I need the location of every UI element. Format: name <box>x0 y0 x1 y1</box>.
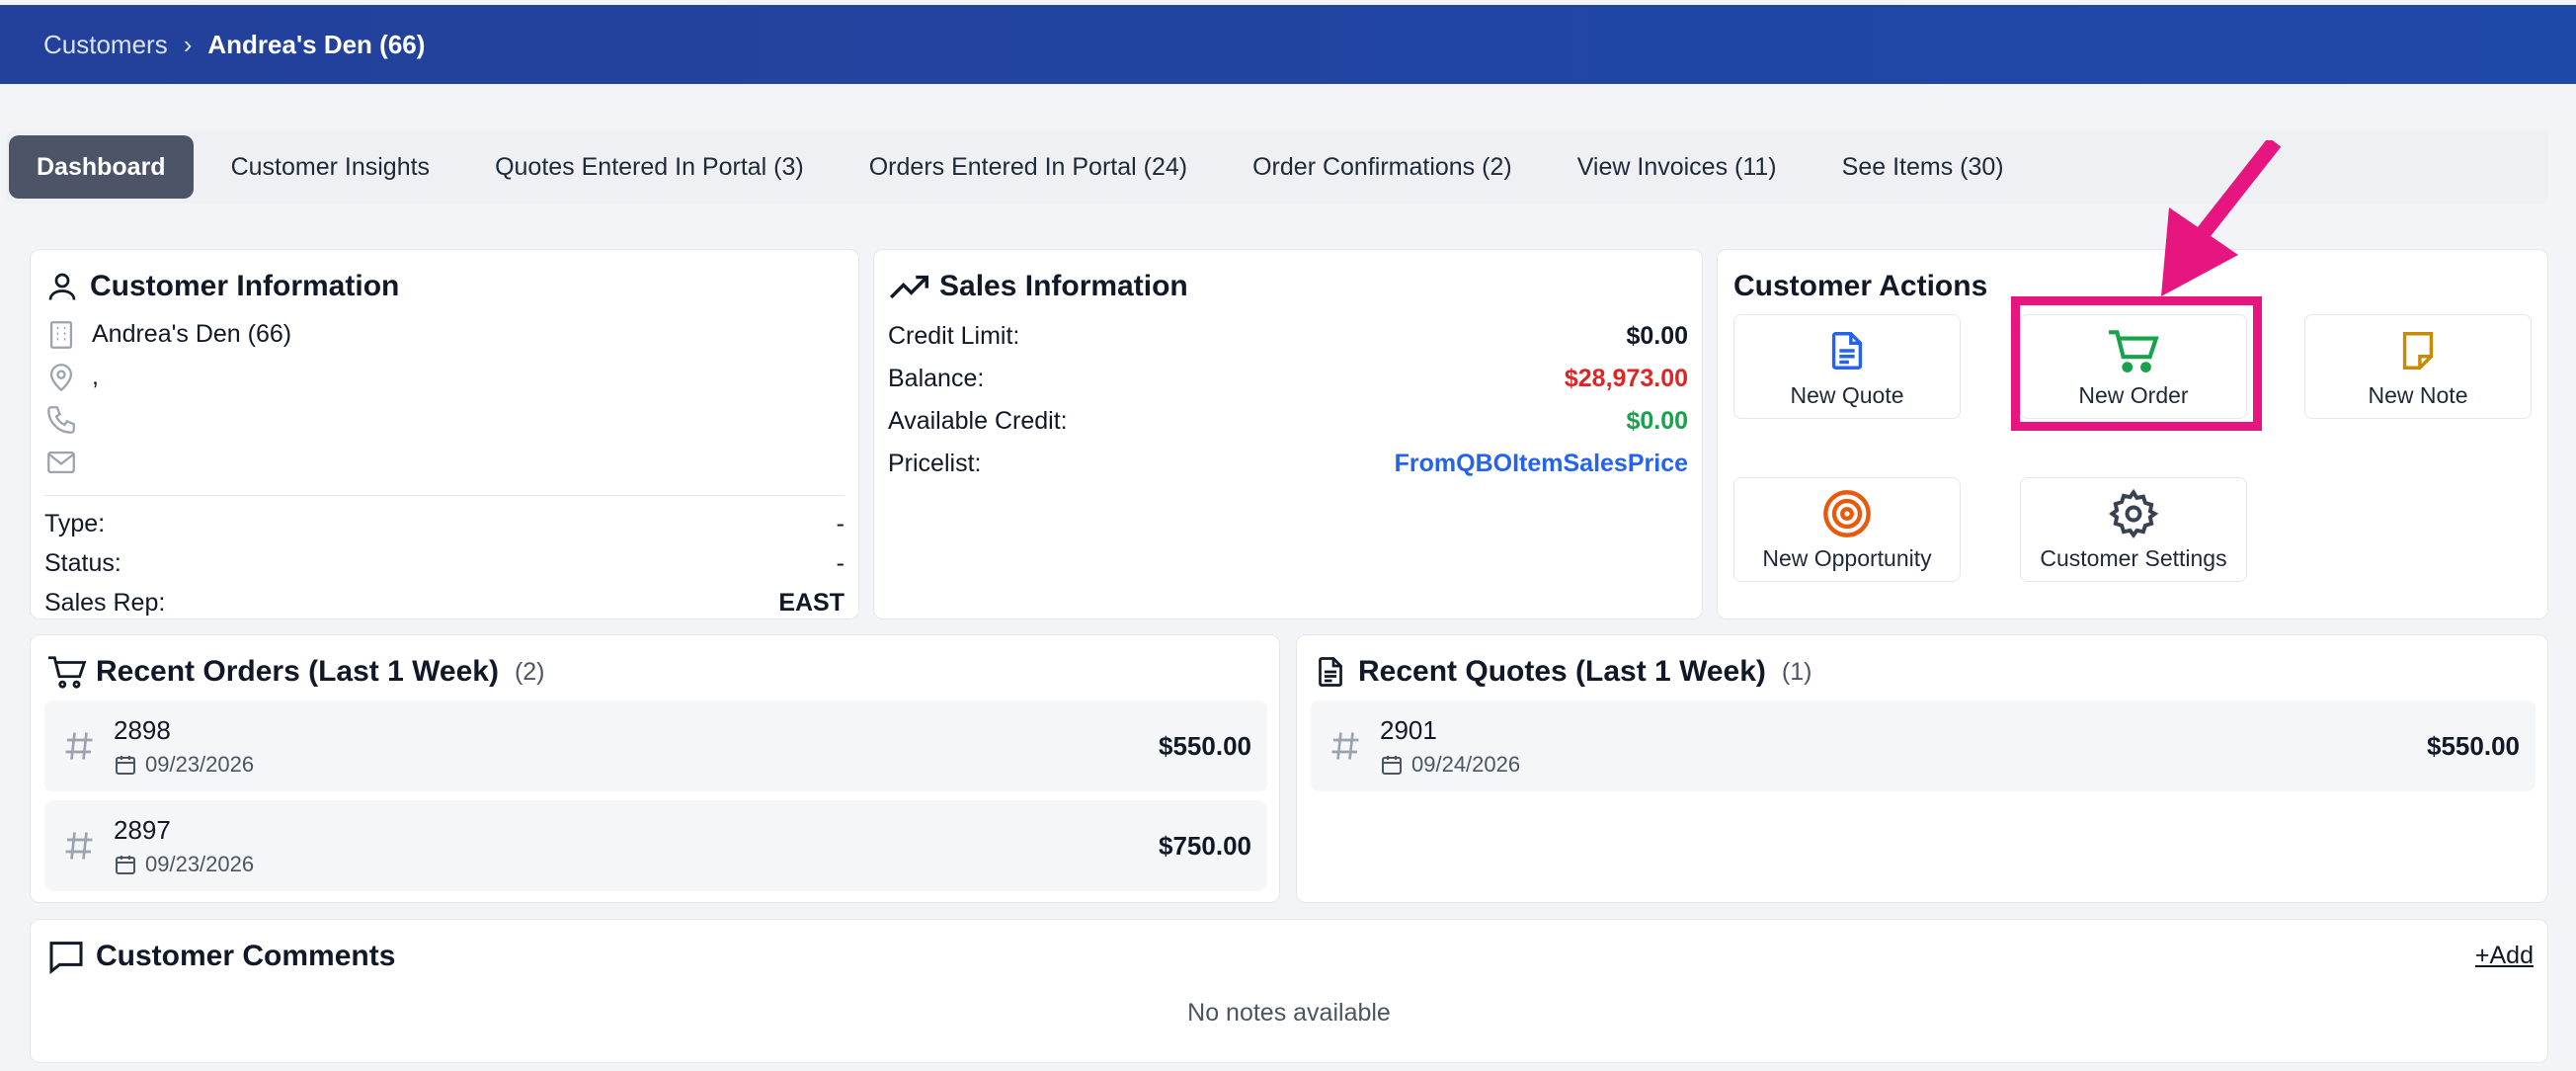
new-order-button[interactable]: New Order <box>2020 314 2247 419</box>
calendar-icon <box>1382 755 1402 775</box>
target-icon <box>1823 489 1871 537</box>
recent-orders-panel: Recent Orders (Last 1 Week) (2) 2898 09/… <box>30 634 1280 903</box>
order-date: 09/23/2026 <box>145 751 255 777</box>
recent-quotes-title: Recent Quotes (Last 1 Week) <box>1358 655 1766 688</box>
customer-settings-button[interactable]: Customer Settings <box>2020 477 2247 582</box>
credit-limit-field: Credit Limit: $0.00 <box>888 315 1688 358</box>
note-icon <box>2402 331 2434 370</box>
breadcrumb: Customers › Andrea's Den (66) <box>0 5 2576 84</box>
balance-value: $28,973.00 <box>1564 365 1688 392</box>
balance-label: Balance: <box>888 365 985 392</box>
new-quote-label: New Quote <box>1790 381 1904 408</box>
customer-actions-title: Customer Actions <box>1733 270 1988 302</box>
order-amount: $550.00 <box>1159 730 1251 761</box>
status-value: - <box>836 548 845 577</box>
cart-icon <box>48 656 87 689</box>
customer-address: , <box>92 363 99 390</box>
gear-icon <box>2109 488 2159 538</box>
tab-bar: Dashboard Customer Insights Quotes Enter… <box>6 130 2548 204</box>
order-date: 09/23/2026 <box>145 851 255 876</box>
calendar-icon <box>116 755 135 775</box>
quote-number: 2901 <box>1380 714 1437 745</box>
new-note-label: New Note <box>2368 381 2468 408</box>
map-pin-icon <box>49 363 73 391</box>
quote-date: 09/24/2026 <box>1411 751 1521 777</box>
recent-quotes-panel: Recent Quotes (Last 1 Week) (1) 2901 09/… <box>1296 634 2548 903</box>
customer-information-panel: Customer Information Andrea's Den (66) ,… <box>30 249 859 619</box>
order-row[interactable]: 2898 09/23/2026 $550.00 <box>44 700 1267 791</box>
credit-limit-label: Credit Limit: <box>888 322 1020 350</box>
order-number: 2898 <box>114 714 171 745</box>
new-order-label: New Order <box>2078 381 2189 408</box>
phone-icon <box>47 405 75 434</box>
new-opportunity-button[interactable]: New Opportunity <box>1733 477 1961 582</box>
sales-information-panel: Sales Information Credit Limit: $0.00 Ba… <box>873 249 1703 619</box>
recent-quotes-count: (1) <box>1781 657 1812 686</box>
user-icon <box>48 273 76 300</box>
tab-see-items[interactable]: See Items (30) <box>1841 152 2004 181</box>
add-comment-link[interactable]: +Add <box>2474 942 2534 969</box>
customer-comments-title: Customer Comments <box>96 940 396 972</box>
divider <box>44 495 845 496</box>
quote-row[interactable]: 2901 09/24/2026 $550.00 <box>1311 700 2536 791</box>
status-field: Status: - <box>44 543 845 583</box>
customer-actions-panel: Customer Actions New Quote New Order New… <box>1717 249 2548 619</box>
document-icon <box>1831 331 1863 370</box>
hash-icon <box>65 732 93 760</box>
arrow-annotation-icon <box>2161 140 2282 296</box>
cart-icon <box>2109 329 2159 372</box>
new-quote-button[interactable]: New Quote <box>1733 314 1961 419</box>
pricelist-field: Pricelist: FromQBOItemSalesPrice <box>888 443 1688 485</box>
tab-customer-insights[interactable]: Customer Insights <box>230 152 431 181</box>
customer-comments-panel: Customer Comments +Add No notes availabl… <box>30 919 2548 1063</box>
customer-settings-label: Customer Settings <box>2040 544 2227 571</box>
tab-dashboard[interactable]: Dashboard <box>9 135 194 199</box>
type-field: Type: - <box>44 504 845 543</box>
breadcrumb-current: Andrea's Den (66) <box>207 29 426 59</box>
available-credit-value: $0.00 <box>1626 407 1688 435</box>
new-note-button[interactable]: New Note <box>2304 314 2532 419</box>
order-row[interactable]: 2897 09/23/2026 $750.00 <box>44 800 1267 891</box>
trending-up-icon <box>889 275 929 299</box>
chat-bubble-icon <box>49 942 83 975</box>
breadcrumb-customers-link[interactable]: Customers <box>43 29 168 59</box>
credit-limit-value: $0.00 <box>1626 322 1688 350</box>
breadcrumb-separator: › <box>183 29 193 59</box>
available-credit-field: Available Credit: $0.00 <box>888 400 1688 443</box>
building-icon <box>49 320 73 349</box>
tab-orders-entered[interactable]: Orders Entered In Portal (24) <box>868 152 1188 181</box>
balance-field: Balance: $28,973.00 <box>888 358 1688 400</box>
available-credit-label: Available Credit: <box>888 407 1068 435</box>
hash-icon <box>65 832 93 860</box>
hash-icon <box>1331 732 1359 760</box>
order-number: 2897 <box>114 814 171 845</box>
calendar-icon <box>116 855 135 874</box>
mail-icon <box>47 451 75 473</box>
status-label: Status: <box>44 548 121 577</box>
sales-rep-field: Sales Rep: EAST <box>44 583 845 622</box>
new-opportunity-label: New Opportunity <box>1762 544 1932 571</box>
tab-quotes-entered[interactable]: Quotes Entered In Portal (3) <box>495 152 804 181</box>
pricelist-link[interactable]: FromQBOItemSalesPrice <box>1394 450 1688 477</box>
recent-orders-count: (2) <box>514 657 545 686</box>
recent-orders-title: Recent Orders (Last 1 Week) <box>96 655 499 688</box>
new-order-highlight-box <box>2011 296 2262 431</box>
sales-rep-value: EAST <box>778 588 845 617</box>
tab-view-invoices[interactable]: View Invoices (11) <box>1576 152 1777 181</box>
sales-information-title: Sales Information <box>939 270 1188 302</box>
tab-order-confirmations[interactable]: Order Confirmations (2) <box>1252 152 1512 181</box>
customer-information-title: Customer Information <box>90 270 400 302</box>
type-value: - <box>836 509 845 537</box>
sales-rep-label: Sales Rep: <box>44 588 166 617</box>
pricelist-label: Pricelist: <box>888 450 982 477</box>
type-label: Type: <box>44 509 106 537</box>
empty-comments-text: No notes available <box>1187 999 1391 1027</box>
quote-amount: $550.00 <box>2427 730 2520 761</box>
order-amount: $750.00 <box>1159 830 1251 861</box>
customer-name: Andrea's Den (66) <box>92 320 292 348</box>
document-icon <box>1319 657 1342 687</box>
